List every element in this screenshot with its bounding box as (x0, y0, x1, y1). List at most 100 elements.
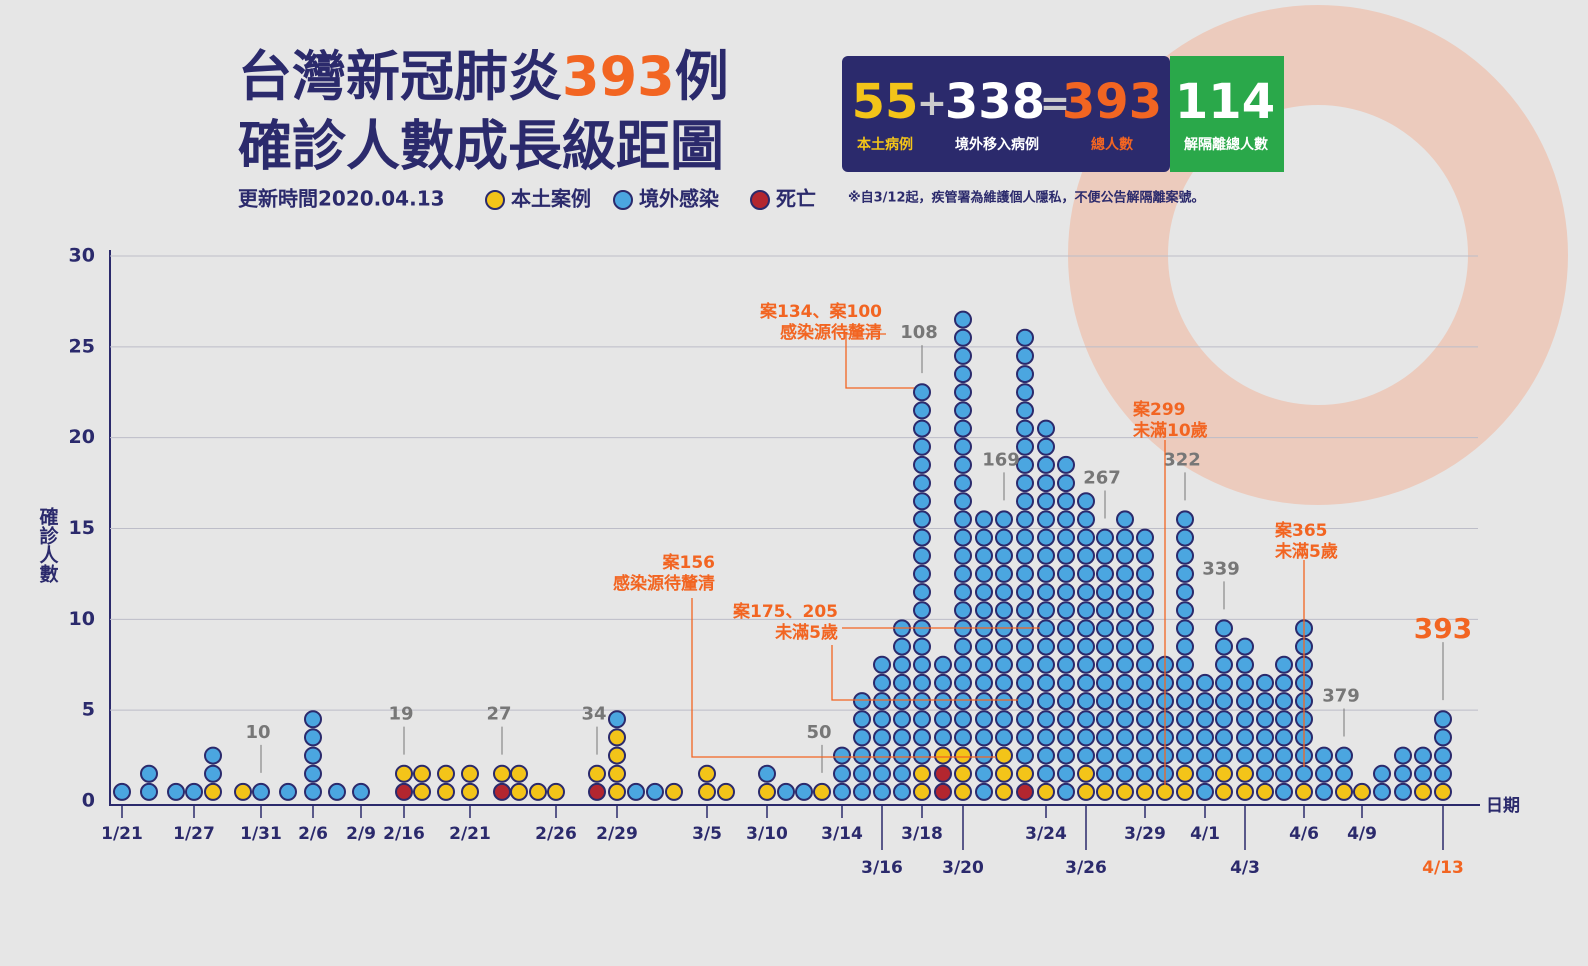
case-dot (1037, 419, 1055, 438)
x-tick-label: 3/10 (746, 824, 788, 844)
case-dot (893, 746, 911, 765)
case-dot (1215, 746, 1233, 765)
case-dot (1295, 782, 1313, 801)
case-dot (1256, 673, 1274, 692)
dot-segment (493, 782, 511, 801)
case-dot (954, 365, 972, 384)
dot-segment (1215, 619, 1233, 765)
case-dot (1116, 528, 1134, 547)
dot-segment (1016, 328, 1034, 765)
case-dot (1016, 365, 1034, 384)
x-tick-label: 1/27 (173, 824, 215, 844)
annotation: 案299 (1132, 399, 1186, 420)
case-dot (758, 764, 776, 783)
y-tick-label: 10 (69, 608, 95, 630)
legend-swatch (485, 190, 505, 210)
case-dot (252, 782, 270, 801)
case-dot (1096, 710, 1114, 729)
case-dot (529, 782, 547, 801)
case-dot (954, 310, 972, 329)
annotation: 感染源待釐清 (613, 573, 715, 594)
case-dot (234, 782, 252, 801)
case-dot (975, 728, 993, 747)
dot-segment (1077, 492, 1095, 765)
case-dot (873, 764, 891, 783)
case-dot (954, 710, 972, 729)
case-dot (608, 782, 626, 801)
dot-segment (893, 619, 911, 801)
dot-segment (461, 764, 479, 801)
case-dot (717, 782, 735, 801)
dot-segment (1176, 510, 1194, 765)
title-text: 台灣新冠肺炎 (238, 45, 562, 108)
case-dot (1057, 492, 1075, 511)
case-dot (395, 764, 413, 783)
case-dot (1215, 710, 1233, 729)
case-dot (893, 782, 911, 801)
case-dot (328, 782, 346, 801)
dot-segment (608, 710, 626, 729)
dot-segment (1176, 764, 1194, 801)
case-dot (913, 383, 931, 402)
dot-segment (995, 746, 1013, 801)
case-dot (1414, 782, 1432, 801)
case-dot (995, 546, 1013, 565)
case-dot (1256, 746, 1274, 765)
cumulative-label: 34 (581, 704, 606, 725)
case-dot (913, 437, 931, 456)
case-dot (1077, 673, 1095, 692)
case-dot (1176, 692, 1194, 711)
case-dot (853, 764, 871, 783)
case-dot (913, 655, 931, 674)
case-dot (1016, 728, 1034, 747)
case-dot (1077, 492, 1095, 511)
case-dot (913, 710, 931, 729)
dot-segment (646, 782, 664, 801)
case-dot (975, 710, 993, 729)
title-number: 393 (562, 45, 675, 108)
case-dot (1016, 455, 1034, 474)
cumulative-label: 379 (1322, 686, 1360, 707)
dot-segment (1394, 746, 1412, 801)
case-dot (1096, 673, 1114, 692)
case-dot (954, 328, 972, 347)
case-dot (1116, 710, 1134, 729)
dot-segment (437, 764, 455, 801)
annotation: 未滿5歲 (774, 622, 838, 643)
case-dot (1215, 782, 1233, 801)
x-tick-label: 3/18 (901, 824, 943, 844)
case-dot (995, 764, 1013, 783)
case-dot (1077, 546, 1095, 565)
case-dot (913, 782, 931, 801)
case-dot (873, 746, 891, 765)
case-dot (954, 746, 972, 765)
x-tick-label: 3/16 (861, 858, 903, 878)
case-dot (1016, 546, 1034, 565)
case-dot (1057, 746, 1075, 765)
case-dot (1176, 528, 1194, 547)
case-dot (1116, 583, 1134, 602)
case-dot (1077, 692, 1095, 711)
case-dot (1116, 655, 1134, 674)
case-dot (1077, 764, 1095, 783)
case-dot (934, 673, 952, 692)
case-dot (1116, 764, 1134, 783)
case-dot (954, 728, 972, 747)
case-dot (1176, 728, 1194, 747)
annotation: 案134、案100 (759, 301, 882, 322)
case-dot (510, 782, 528, 801)
case-dot (1196, 728, 1214, 747)
case-dot (1414, 764, 1432, 783)
dot-segment (1156, 782, 1174, 801)
case-dot (1256, 782, 1274, 801)
case-dot (1256, 692, 1274, 711)
case-dot (1136, 782, 1154, 801)
case-dot (1016, 673, 1034, 692)
case-dot (510, 764, 528, 783)
case-dot (853, 692, 871, 711)
x-tick-label: 1/21 (101, 824, 143, 844)
y-tick-label: 25 (69, 335, 95, 357)
case-dot (1016, 710, 1034, 729)
dot-segment (204, 746, 222, 783)
